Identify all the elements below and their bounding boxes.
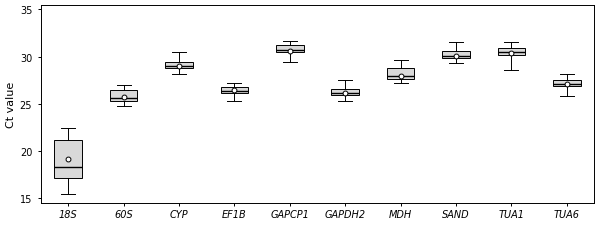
PathPatch shape xyxy=(331,89,359,96)
PathPatch shape xyxy=(221,88,248,94)
PathPatch shape xyxy=(497,49,525,55)
PathPatch shape xyxy=(110,90,137,101)
Y-axis label: Ct value: Ct value xyxy=(5,81,16,127)
PathPatch shape xyxy=(553,81,581,87)
PathPatch shape xyxy=(55,140,82,178)
PathPatch shape xyxy=(442,52,470,58)
PathPatch shape xyxy=(165,63,193,69)
PathPatch shape xyxy=(276,46,304,53)
PathPatch shape xyxy=(387,69,415,80)
